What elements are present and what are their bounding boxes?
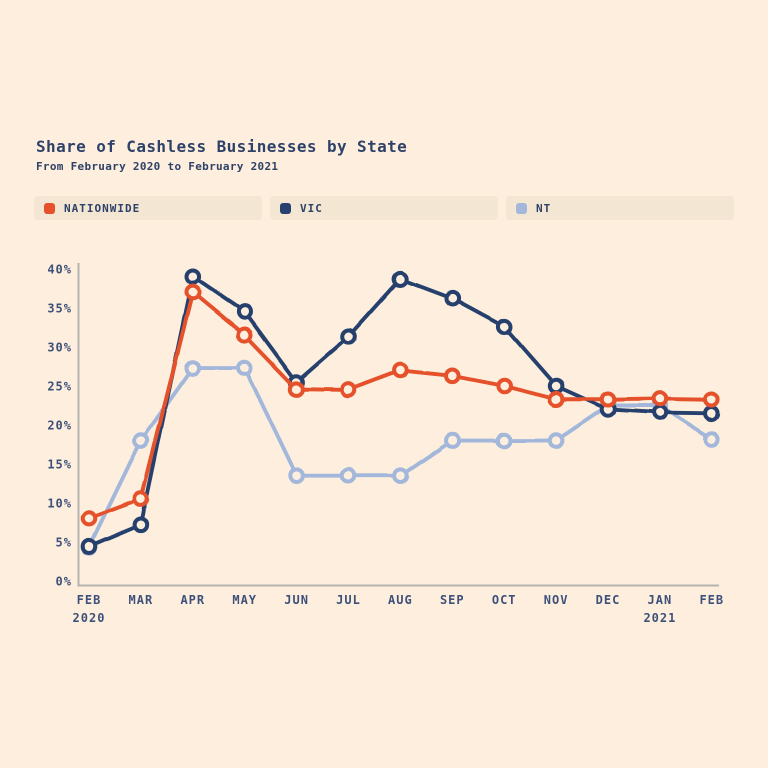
legend-label: NT	[536, 201, 552, 215]
x-axis-tick-label: NOV	[544, 593, 569, 607]
data-point-marker-vic	[132, 516, 150, 534]
data-point-marker-vic	[80, 538, 98, 555]
x-axis-year-label: 2021	[643, 611, 676, 625]
x-axis-tick-label: JUN	[284, 593, 309, 607]
data-point-marker-nt	[392, 467, 409, 485]
data-point-marker-vic	[495, 318, 513, 336]
data-point-marker-nt	[340, 467, 357, 485]
data-point-marker-nt	[703, 430, 721, 448]
data-point-marker-nt	[444, 432, 461, 449]
series-line-vic	[87, 274, 714, 549]
legend-swatch	[280, 202, 291, 214]
data-point-marker-vic	[184, 268, 202, 286]
data-point-marker-nationwide	[547, 390, 565, 408]
legend-item-nt[interactable]: NT	[506, 196, 734, 220]
data-point-marker-vic	[547, 377, 565, 395]
legend-item-nationwide[interactable]: NATIONWIDE	[34, 196, 262, 220]
y-axis-tick-label: 10%	[47, 497, 72, 511]
x-axis-tick-label: FEB	[699, 593, 724, 607]
x-axis-tick-label: APR	[180, 593, 205, 607]
data-point-marker-nt	[132, 432, 150, 449]
y-axis-tick-label: 5%	[56, 536, 72, 550]
axis-tick-labels: 0% 5% 10% 15% 20% 25% 30% 35% 40% FEB MAR APR MAY JUN…	[47, 263, 724, 626]
data-point-marker-nationwide	[651, 390, 669, 407]
x-axis-tick-label: JUL	[336, 593, 361, 607]
chart-subtitle: From February 2020 to February 2021	[36, 160, 279, 173]
y-axis-tick-label: 0%	[56, 575, 72, 589]
data-point-marker-nationwide	[444, 367, 461, 385]
legend-label: VIC	[300, 201, 323, 215]
data-point-marker-vic	[392, 270, 409, 288]
data-point-marker-vic	[651, 404, 669, 421]
x-axis-tick-label: JAN	[648, 593, 673, 607]
data-point-marker-nationwide	[392, 362, 409, 379]
data-point-marker-vic	[444, 290, 461, 307]
axis-line	[77, 263, 719, 587]
legend-item-vic[interactable]: VIC	[270, 196, 498, 220]
y-axis-tick-label: 25%	[47, 380, 72, 394]
legend-swatch	[44, 202, 55, 214]
data-point-marker-nt	[236, 359, 253, 377]
data-point-marker-nationwide	[288, 380, 305, 398]
series-line-nt	[87, 366, 714, 550]
data-point-marker-nt	[184, 359, 202, 377]
y-axis-tick-label: 40%	[47, 263, 72, 277]
data-point-marker-vic	[703, 405, 721, 422]
axes	[77, 263, 719, 587]
x-axis-tick-label: AUG	[388, 593, 413, 607]
y-axis-tick-label: 35%	[47, 302, 72, 316]
data-point-marker-nationwide	[599, 390, 617, 408]
data-point-marker-vic	[340, 328, 357, 346]
x-axis-tick-label: DEC	[596, 593, 621, 607]
data-point-marker-nationwide	[80, 510, 98, 527]
data-point-marker-nationwide	[184, 284, 202, 301]
x-axis-tick-label: OCT	[492, 593, 517, 607]
y-axis-tick-label: 30%	[47, 341, 72, 355]
legend: NATIONWIDE VIC NT	[34, 196, 734, 220]
plot-area	[80, 268, 721, 556]
data-point-marker-vic	[236, 303, 253, 321]
data-point-marker-nationwide	[132, 490, 150, 508]
x-axis-tick-label: FEB	[77, 593, 102, 607]
data-point-marker-nationwide	[495, 377, 513, 395]
x-axis-tick-label: MAY	[232, 593, 257, 607]
x-axis-tick-label: SEP	[440, 593, 465, 607]
y-axis-tick-label: 20%	[47, 419, 72, 433]
data-point-marker-nationwide	[703, 390, 721, 408]
data-point-marker-nt	[495, 432, 513, 449]
data-point-marker-nt	[547, 432, 565, 449]
legend-label: NATIONWIDE	[64, 201, 141, 215]
data-point-marker-nt	[288, 467, 305, 485]
data-point-marker-nationwide	[340, 381, 357, 399]
y-axis-tick-label: 15%	[47, 458, 72, 472]
x-axis-tick-label: MAR	[129, 593, 154, 607]
chart-title: Share of Cashless Businesses by State	[36, 137, 408, 156]
data-point-marker-nationwide	[236, 327, 253, 344]
legend-swatch	[516, 202, 527, 214]
x-axis-year-label: 2020	[73, 611, 106, 625]
